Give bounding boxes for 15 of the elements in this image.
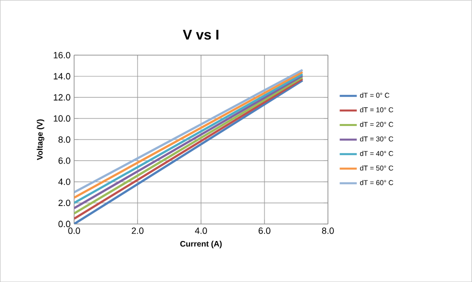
y-tick-label: 0.0 — [58, 220, 70, 228]
x-tick-label: 8.0 — [322, 227, 334, 234]
x-tick-label: 0.0 — [68, 227, 80, 234]
chart-title: V vs I — [182, 30, 218, 40]
x-tick-label: 4.0 — [194, 227, 207, 234]
y-tick-label: 16.0 — [54, 52, 70, 58]
y-tick-label: 10.0 — [54, 115, 70, 122]
y-tick-label: 12.0 — [54, 94, 70, 100]
y-tick-label: 8.0 — [58, 136, 70, 143]
y-tick-label: 4.0 — [58, 178, 70, 185]
y-tick-label: 6.0 — [58, 157, 70, 164]
x-tick-label: 2.0 — [132, 227, 144, 234]
y-tick-label: 2.0 — [58, 200, 70, 206]
x-tick-label: 6.0 — [258, 227, 270, 234]
y-tick-label: 14.0 — [54, 73, 70, 80]
